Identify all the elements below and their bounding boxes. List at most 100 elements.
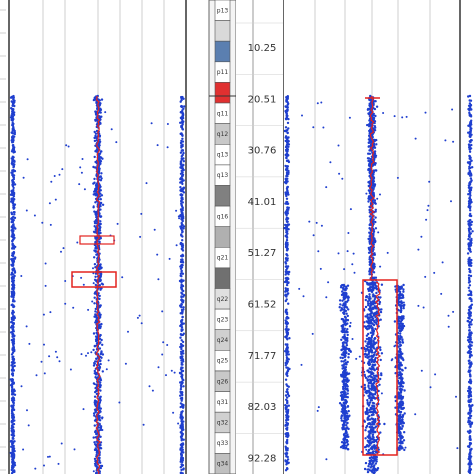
probe-point	[285, 411, 289, 415]
probe-point	[286, 458, 290, 461]
probe-point	[181, 292, 184, 296]
probe-point	[373, 201, 377, 204]
left-sample-panel[interactable]	[0, 0, 187, 474]
probe-point	[178, 279, 182, 283]
probe-point	[181, 363, 184, 366]
probe-point	[99, 203, 102, 207]
probe-point	[371, 401, 375, 405]
probe-point	[181, 196, 184, 200]
probe-point	[179, 267, 183, 270]
probe-point	[11, 303, 14, 306]
probe-point	[366, 439, 369, 442]
probe-point	[10, 258, 13, 261]
probe-point	[181, 144, 184, 148]
probe-point	[93, 462, 97, 465]
probe-point	[82, 408, 85, 411]
probe-point	[94, 447, 97, 450]
probe-point	[100, 98, 104, 101]
probe-point	[344, 309, 348, 313]
probe-point	[181, 223, 184, 227]
probe-point	[48, 355, 51, 358]
probe-point	[181, 432, 184, 436]
probe-point	[468, 102, 472, 105]
probe-point	[287, 385, 290, 388]
probe-point	[373, 276, 376, 280]
probe-point	[12, 392, 15, 395]
probe-point	[101, 157, 104, 160]
probe-point	[468, 104, 472, 108]
probe-point	[73, 448, 76, 451]
probe-point	[346, 405, 350, 408]
probe-point	[364, 437, 367, 440]
probe-point	[93, 263, 97, 266]
probe-point	[401, 385, 404, 388]
probe-point	[181, 284, 184, 287]
probe-point	[98, 109, 101, 112]
probe-point	[180, 281, 183, 284]
probe-point	[469, 380, 472, 383]
probe-point	[10, 412, 14, 415]
probe-point	[346, 284, 350, 287]
probe-point	[369, 159, 372, 163]
probe-point	[366, 300, 370, 303]
probe-point	[345, 363, 348, 366]
probe-point	[12, 234, 15, 238]
probe-point	[365, 424, 369, 428]
probe-point	[469, 209, 472, 212]
probe-point	[180, 221, 183, 225]
probe-point	[12, 284, 16, 287]
probe-point	[12, 453, 16, 456]
probe-point	[469, 414, 473, 418]
probe-point	[339, 446, 343, 449]
probe-point	[181, 406, 185, 409]
probe-point	[98, 383, 101, 386]
probe-point	[372, 384, 375, 387]
probe-point	[181, 201, 184, 204]
probe-point	[469, 425, 472, 428]
probe-point	[98, 138, 101, 141]
probe-point	[371, 358, 374, 362]
probe-point	[99, 231, 102, 235]
probe-point	[470, 361, 473, 364]
probe-point	[11, 311, 14, 315]
probe-point	[151, 389, 154, 392]
probe-point	[181, 349, 185, 353]
probe-point	[13, 169, 17, 173]
probe-point	[80, 353, 83, 356]
probe-point	[64, 302, 67, 305]
probe-point	[285, 235, 289, 239]
probe-point	[467, 193, 470, 196]
probe-point	[368, 425, 371, 429]
probe-point	[94, 335, 98, 338]
probe-point	[374, 100, 377, 103]
probe-point	[363, 325, 367, 328]
probe-point	[97, 407, 100, 411]
probe-point	[10, 217, 13, 220]
probe-point	[344, 409, 348, 413]
probe-point	[12, 447, 16, 450]
probe-point	[469, 218, 472, 222]
probe-point	[367, 338, 370, 341]
probe-point	[469, 212, 472, 216]
probe-point	[342, 360, 345, 363]
probe-point	[342, 320, 345, 323]
probe-point	[12, 318, 15, 322]
segment-box[interactable]	[71, 271, 117, 288]
probe-point	[11, 400, 15, 403]
probe-point	[11, 242, 14, 246]
probe-point	[368, 462, 371, 466]
probe-point	[374, 208, 377, 211]
right-sample-panel[interactable]	[282, 0, 474, 474]
probe-point	[468, 343, 472, 346]
probe-point	[180, 98, 183, 102]
probe-point	[12, 441, 15, 445]
probe-point	[367, 200, 370, 203]
probe-point	[470, 264, 473, 267]
probe-point	[58, 360, 61, 363]
probe-point	[468, 277, 471, 280]
probe-point	[181, 315, 184, 319]
probe-point	[364, 305, 368, 309]
probe-point	[11, 299, 15, 303]
segment-box[interactable]	[79, 235, 115, 245]
